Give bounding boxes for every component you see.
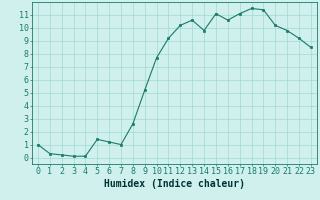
X-axis label: Humidex (Indice chaleur): Humidex (Indice chaleur) <box>104 179 245 189</box>
